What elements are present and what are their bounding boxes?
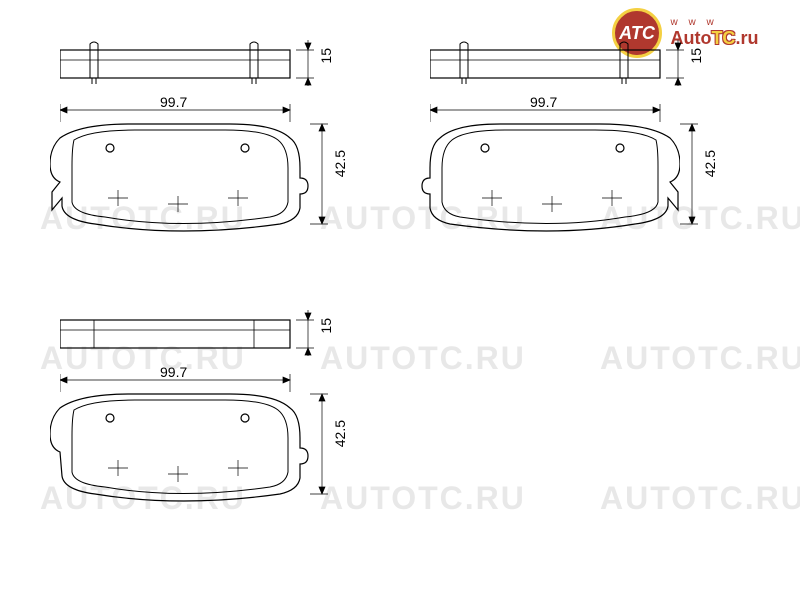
watermark: AUTOTC.RU [600,340,800,377]
brakepad-front-view-3 [50,390,310,510]
dim-height-2 [680,120,720,240]
dim-height-label-1: 42.5 [332,150,348,177]
dim-height-3 [310,390,350,510]
brakepad-top-view-2 [430,40,690,86]
brakepad-top-view-1 [60,40,320,86]
brakepad-top-view-3 [60,310,320,356]
dim-thickness-label-1: 15 [318,48,334,64]
brakepad-front-view-2 [420,120,680,240]
dim-width-label-3: 99.7 [160,364,187,380]
dim-height-label-2: 42.5 [702,150,718,177]
dim-width-label-1: 99.7 [160,94,187,110]
dim-thickness-label-2: 15 [688,48,704,64]
dim-width-label-2: 99.7 [530,94,557,110]
brakepad-front-view-1 [50,120,310,240]
dim-height-1 [310,120,350,240]
watermark: AUTOTC.RU [320,340,526,377]
logo-www: w w w [670,17,758,28]
watermark: AUTOTC.RU [320,480,526,517]
dim-height-label-3: 42.5 [332,420,348,447]
dim-thickness-label-3: 15 [318,318,334,334]
watermark: AUTOTC.RU [600,480,800,517]
